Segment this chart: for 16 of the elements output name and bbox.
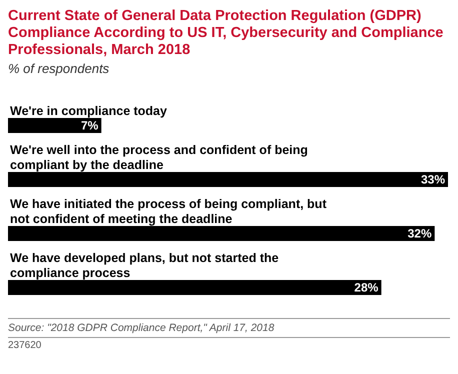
chart-title: Current State of General Data Protection Regulation (GDPR) Compliance According to US IT, Cybersecurity and Compliance Professionals, March 2018 [8, 8, 444, 59]
bar [8, 172, 448, 187]
chart-subtitle: % of respondents [8, 61, 110, 76]
y-tick-label: We're in compliance today [10, 104, 167, 118]
source-note: Source: "2018 GDPR Compliance Report," April 17, 2018 [8, 318, 450, 334]
bar [8, 280, 382, 295]
data-label: 32% [408, 226, 432, 240]
data-label: 33% [420, 172, 446, 186]
y-tick-label: We have initiated the process of being compliant, but not confident of meeting the deadline [10, 197, 328, 226]
y-tick-label: We have developed plans, but not started the compliance process [10, 251, 279, 280]
data-label: 28% [354, 280, 379, 294]
text: 237620 [8, 337, 450, 351]
bar [8, 226, 435, 241]
bar [8, 118, 102, 133]
data-label: 7% [80, 118, 99, 132]
y-tick-label: We're well into the process and confident of being compliant by the deadline [10, 143, 308, 172]
